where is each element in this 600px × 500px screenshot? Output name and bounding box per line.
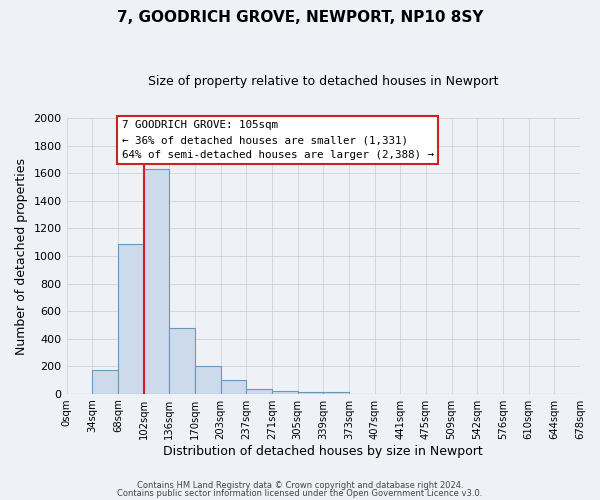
Text: Contains HM Land Registry data © Crown copyright and database right 2024.: Contains HM Land Registry data © Crown c… <box>137 481 463 490</box>
Y-axis label: Number of detached properties: Number of detached properties <box>15 158 28 354</box>
Bar <box>143 170 169 394</box>
Bar <box>221 380 246 394</box>
Bar <box>298 392 323 394</box>
Bar <box>272 391 298 394</box>
Text: 7, GOODRICH GROVE, NEWPORT, NP10 8SY: 7, GOODRICH GROVE, NEWPORT, NP10 8SY <box>117 10 483 25</box>
Bar <box>118 244 143 394</box>
Bar <box>92 370 118 394</box>
Text: 7 GOODRICH GROVE: 105sqm
← 36% of detached houses are smaller (1,331)
64% of sem: 7 GOODRICH GROVE: 105sqm ← 36% of detach… <box>122 120 434 160</box>
X-axis label: Distribution of detached houses by size in Newport: Distribution of detached houses by size … <box>163 444 483 458</box>
Bar <box>323 392 349 394</box>
Bar <box>246 389 272 394</box>
Bar <box>195 366 221 394</box>
Text: Contains public sector information licensed under the Open Government Licence v3: Contains public sector information licen… <box>118 488 482 498</box>
Title: Size of property relative to detached houses in Newport: Size of property relative to detached ho… <box>148 75 499 88</box>
Bar <box>169 328 195 394</box>
